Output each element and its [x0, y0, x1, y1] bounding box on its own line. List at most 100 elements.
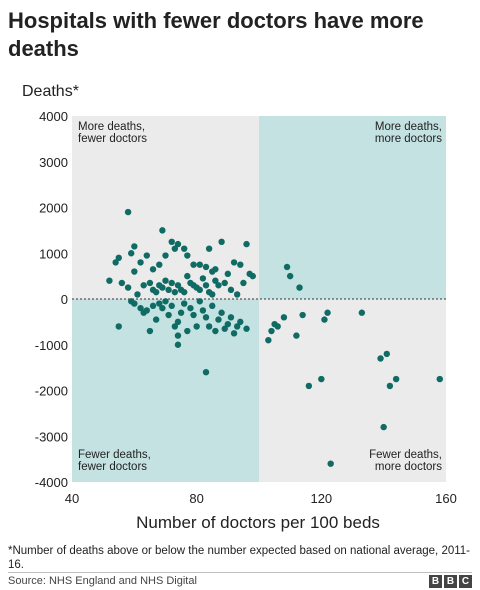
data-point [168, 302, 175, 310]
scatter-chart: 4000 3000 2000 1000 0 -1000 -2000 -3000 -4000 40… [22, 83, 457, 532]
data-point [174, 240, 182, 248]
quadrant-label-line: More deaths, [78, 121, 145, 133]
data-point [159, 304, 166, 312]
data-point [283, 263, 291, 271]
data-point [205, 245, 213, 252]
data-point [131, 268, 138, 275]
quadrant-top-right [259, 116, 446, 299]
data-point [146, 279, 154, 287]
data-point [237, 261, 244, 268]
data-point [358, 309, 366, 316]
y-tick-label: 1000 [39, 246, 68, 261]
data-point [165, 286, 172, 294]
data-point [168, 279, 175, 287]
data-point [286, 272, 294, 280]
data-point [174, 282, 182, 289]
x-tick-label: 80 [189, 491, 203, 506]
quadrant-label-line: Fewer deaths, [78, 449, 151, 461]
data-point [218, 309, 225, 316]
quadrant-label-bottom-left: Fewer deaths,fewer doctors [78, 449, 151, 473]
data-point [196, 286, 203, 294]
data-point [274, 323, 281, 330]
y-axis-label: Deaths* [22, 83, 79, 100]
data-point [221, 325, 228, 332]
quadrant-label-bottom-right: Fewer deaths,more doctors [369, 449, 442, 473]
data-point [106, 277, 113, 284]
data-point [240, 279, 247, 287]
data-point [209, 291, 216, 298]
x-tick-label: 40 [65, 491, 79, 506]
data-point [249, 272, 256, 280]
x-axis-ticks: 40 80 120 160 [65, 491, 457, 506]
x-axis-label: Number of doctors per 100 beds [136, 513, 380, 532]
data-point [383, 350, 390, 358]
data-point [124, 208, 132, 216]
data-point [280, 314, 288, 321]
data-point [146, 327, 154, 335]
data-point [377, 355, 384, 362]
data-points [106, 208, 443, 467]
data-point [233, 323, 241, 330]
x-tick-label: 120 [310, 491, 332, 506]
data-point [168, 238, 175, 246]
data-point [134, 291, 141, 298]
data-point [152, 316, 160, 323]
data-point [196, 261, 203, 268]
data-point [143, 307, 150, 314]
data-point [149, 266, 157, 273]
data-point [202, 282, 210, 289]
data-point [115, 323, 122, 330]
data-point [137, 304, 144, 312]
data-point [112, 259, 119, 266]
data-point [159, 227, 166, 234]
data-point [181, 245, 188, 252]
data-point [162, 298, 169, 305]
data-point [230, 330, 238, 337]
footer-divider [8, 572, 472, 573]
data-point [115, 254, 122, 262]
data-point [196, 298, 203, 305]
data-point [296, 284, 303, 291]
data-point [156, 300, 163, 307]
data-point [224, 320, 232, 328]
data-point [193, 323, 200, 330]
data-point [209, 302, 216, 310]
quadrant-label-line: fewer doctors [78, 461, 147, 473]
data-point [199, 275, 207, 282]
data-point [321, 316, 328, 323]
data-point [202, 314, 210, 321]
y-axis-ticks: 4000 3000 2000 1000 0 -1000 -2000 -3000 -4000 [35, 109, 68, 490]
data-point [190, 261, 197, 268]
data-point [237, 318, 244, 326]
data-point [174, 318, 182, 326]
data-point [184, 252, 191, 259]
data-point [324, 309, 331, 316]
quadrant-label-line: more doctors [375, 461, 442, 473]
data-point [227, 314, 235, 321]
quadrant-label-line: fewer doctors [78, 133, 147, 145]
data-point [171, 288, 179, 296]
y-tick-label: 2000 [39, 201, 68, 216]
data-point [212, 277, 219, 284]
data-point [221, 279, 228, 287]
data-point [177, 309, 185, 316]
data-point [392, 375, 400, 383]
quadrant-label-line: Fewer deaths, [369, 449, 442, 461]
y-tick-label: 3000 [39, 155, 68, 170]
data-point [380, 423, 387, 431]
data-point [165, 311, 172, 319]
y-tick-label: -2000 [35, 384, 68, 399]
data-point [215, 316, 222, 323]
data-point [205, 323, 213, 330]
quadrant-label-line: More deaths, [375, 121, 442, 133]
data-point [436, 375, 443, 383]
y-tick-label: -3000 [35, 429, 68, 444]
data-point [305, 382, 313, 390]
quadrant-bottom-left [72, 299, 259, 482]
data-point [184, 327, 191, 335]
data-point [181, 300, 188, 307]
data-point [224, 270, 232, 278]
data-point [131, 300, 138, 307]
